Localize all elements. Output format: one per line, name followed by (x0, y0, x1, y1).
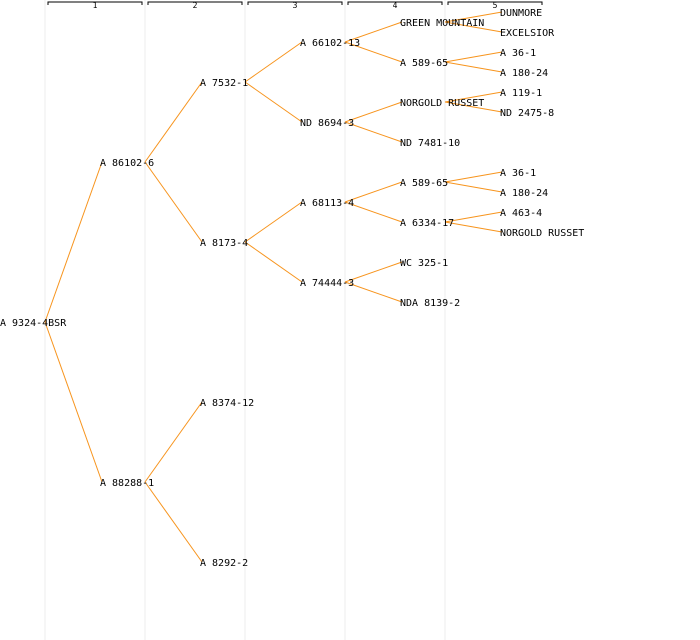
tree-node-label[interactable]: A 88288-1 (100, 478, 154, 489)
generation-bracket (347, 1, 443, 5)
tree-edge (344, 261, 403, 283)
tree-node-label[interactable]: NDA 8139-2 (400, 298, 460, 309)
tree-node-label[interactable]: A 7532-1 (200, 78, 248, 89)
tree-edge (344, 281, 403, 303)
tree-node-label[interactable]: GREEN MOUNTAIN (400, 18, 484, 29)
tree-node-label[interactable]: EXCELSIOR (500, 28, 555, 39)
tree-edge (344, 181, 403, 203)
tree-edge (444, 211, 503, 223)
tree-edge (344, 41, 403, 63)
tree-node-label[interactable]: NORGOLD RUSSET (500, 228, 584, 239)
tree-node-label[interactable]: A 119-1 (500, 88, 542, 99)
tree-edge (344, 121, 403, 143)
generation-number: 3 (293, 1, 298, 10)
tree-edge (444, 61, 503, 73)
tree-node-label[interactable]: A 86102-6 (100, 158, 154, 169)
tree-edge (444, 221, 503, 233)
tree-node-label[interactable]: A 180-24 (500, 188, 548, 199)
tree-edge (144, 81, 203, 163)
tree-node-label[interactable]: NORGOLD RUSSET (400, 98, 484, 109)
tree-edge (444, 51, 503, 63)
tree-edge (344, 201, 403, 223)
generation-number: 1 (93, 1, 98, 10)
tree-edge (44, 161, 103, 323)
tree-edge (244, 41, 303, 83)
tree-edge (144, 481, 203, 563)
tree-node-label[interactable]: A 74444-3 (300, 278, 354, 289)
tree-node-label[interactable]: ND 2475-8 (500, 108, 554, 119)
tree-edge (244, 241, 303, 283)
generation-number: 2 (193, 1, 198, 10)
tree-node-label[interactable]: A 66102-13 (300, 38, 360, 49)
tree-edge (344, 21, 403, 43)
tree-node-label[interactable]: A 463-4 (500, 208, 542, 219)
tree-node-label[interactable]: A 180-24 (500, 68, 548, 79)
tree-node-label[interactable]: A 8374-12 (200, 398, 254, 409)
tree-edge (444, 171, 503, 183)
tree-nodes: DUNMORE EXCELSIOR GREEN MOUNTAIN A 36-1 A 18… (0, 8, 584, 569)
tree-node-label[interactable]: A 68113-4 (300, 198, 354, 209)
tree-edge (444, 101, 503, 113)
tree-node-label[interactable]: A 589-65 (400, 178, 448, 189)
tree-node-label[interactable]: DUNMORE (500, 8, 542, 19)
tree-node-label[interactable]: ND 8694-3 (300, 118, 354, 129)
tree-node-label[interactable]: A 36-1 (500, 168, 536, 179)
tree-edge (244, 201, 303, 243)
generation-bracket (247, 1, 343, 5)
tree-node-label[interactable]: A 6334-17 (400, 218, 454, 229)
tree-edge (144, 401, 203, 483)
generation-bracket (47, 1, 143, 5)
tree-edge (444, 11, 503, 23)
tree-node-label[interactable]: A 9324-4BSR (0, 318, 67, 329)
generation-bracket (447, 1, 543, 5)
generation-guides: 1 2 3 4 5 (44, 0, 543, 640)
tree-node-label[interactable]: WC 325-1 (400, 258, 448, 269)
tree-edge (344, 101, 403, 123)
tree-edge (444, 21, 503, 33)
tree-node-label[interactable]: A 589-65 (400, 58, 448, 69)
tree-node-label[interactable]: A 8173-4 (200, 238, 248, 249)
generation-number: 4 (393, 1, 398, 10)
tree-edge (44, 321, 103, 483)
generation-number: 5 (493, 1, 498, 10)
tree-edge (444, 91, 503, 103)
tree-node-label[interactable]: A 36-1 (500, 48, 536, 59)
tree-edge (244, 81, 303, 123)
tree-node-label[interactable]: A 8292-2 (200, 558, 248, 569)
tree-node-label[interactable]: ND 7481-10 (400, 138, 460, 149)
tree-edges (44, 11, 503, 563)
generation-bracket (147, 1, 243, 5)
tree-edge (144, 161, 203, 243)
tree-edge (444, 181, 503, 193)
